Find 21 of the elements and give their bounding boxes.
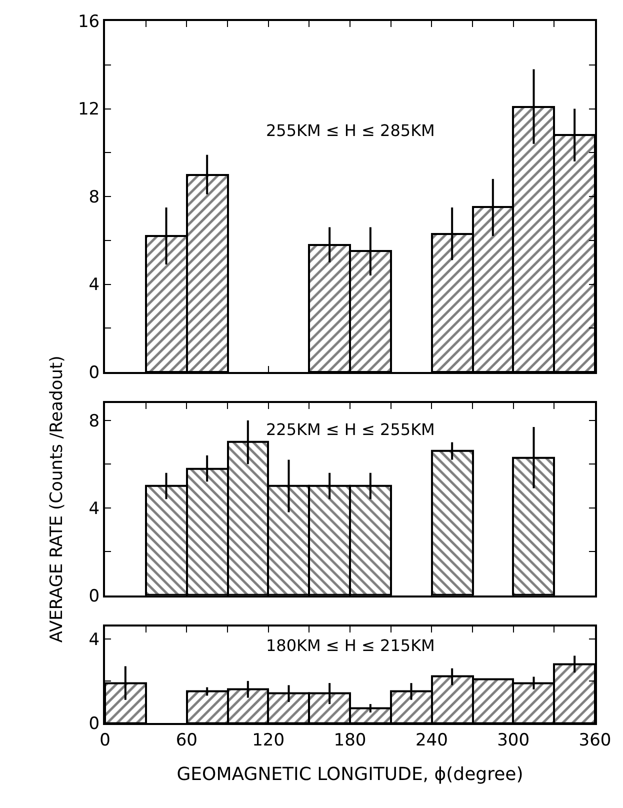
y-tick-label: 16 — [78, 12, 100, 32]
x-tick-label: 360 — [578, 730, 612, 750]
y-tick-label: 8 — [88, 187, 100, 208]
x-tick-label: 60 — [176, 730, 198, 750]
annotation: 180KM ≤ H ≤ 215KM — [266, 636, 435, 655]
y-tick-label: 4 — [88, 630, 100, 650]
y-axis-title: AVERAGE RATE (Counts /Readout) — [46, 356, 67, 643]
y-tick-label: 0 — [88, 362, 100, 383]
annotation: 225KM ≤ H ≤ 255KM — [266, 420, 435, 439]
x-tick-label: 120 — [252, 730, 285, 750]
y-tick-label: 0 — [88, 586, 100, 606]
x-tick-label: 300 — [497, 730, 530, 750]
y-tick-label: 4 — [88, 498, 100, 519]
y-tick-label: 12 — [78, 100, 100, 120]
y-tick-label: 4 — [88, 275, 100, 296]
x-axis-title: GEOMAGNETIC LONGITUDE, ϕ(degree) — [176, 764, 524, 785]
y-tick-label: 8 — [88, 411, 100, 432]
x-tick-label: 180 — [334, 730, 366, 750]
y-tick-label: 0 — [88, 714, 100, 734]
x-tick-label: 240 — [415, 730, 448, 750]
annotation: 255KM ≤ H ≤ 285KM — [266, 121, 435, 140]
